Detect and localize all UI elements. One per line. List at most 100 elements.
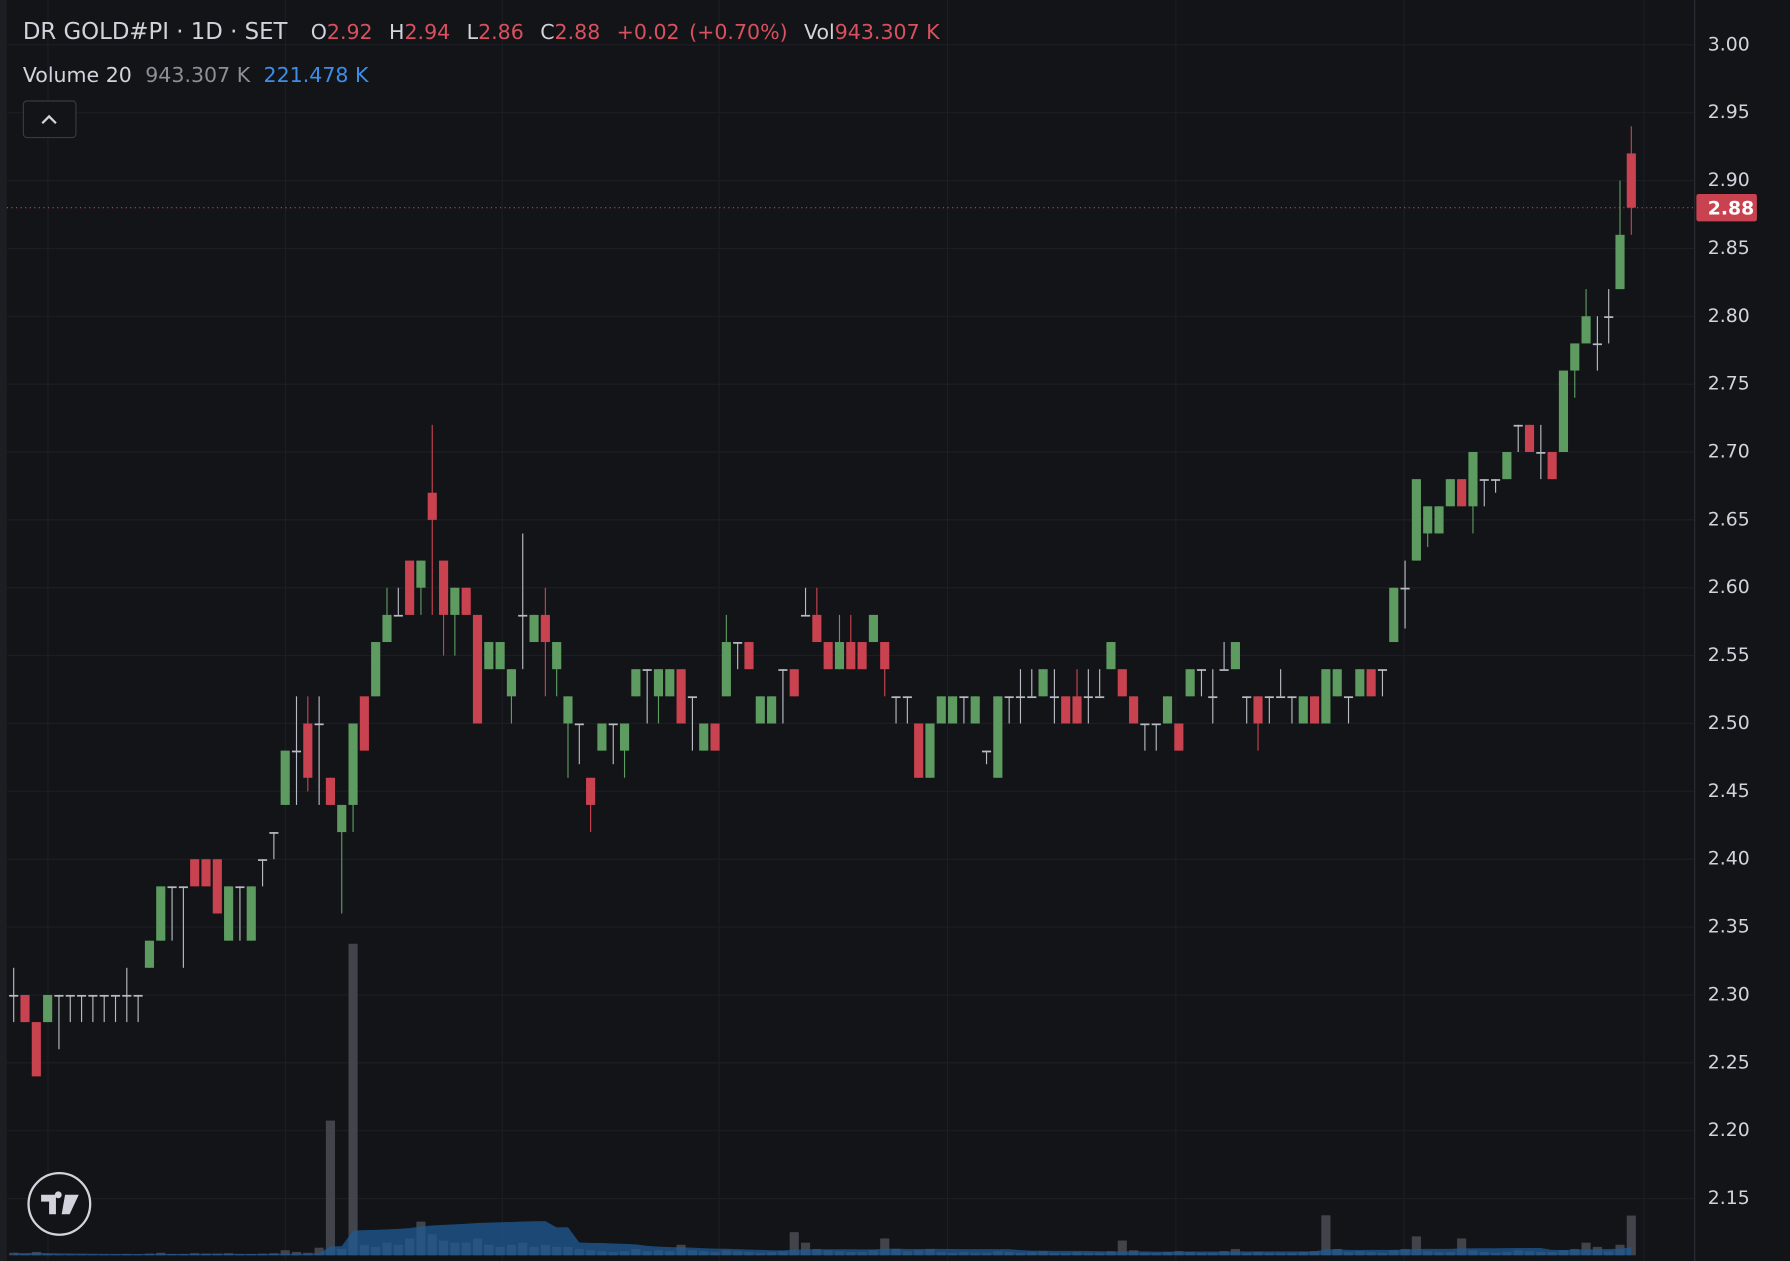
candle-body xyxy=(1570,343,1580,371)
candle-body xyxy=(699,723,709,751)
collapse-chevron xyxy=(41,114,57,125)
candle-body xyxy=(1366,669,1376,697)
candle-body xyxy=(43,994,53,1023)
tv-logo[interactable] xyxy=(27,1171,92,1236)
candle-body xyxy=(1547,452,1557,480)
volume-bar xyxy=(325,1120,336,1256)
candle-body xyxy=(1355,669,1365,697)
candle-body xyxy=(178,886,188,889)
candle-body xyxy=(382,614,392,643)
candle-body xyxy=(721,642,731,697)
collapse-button[interactable] xyxy=(22,100,77,139)
candle-body xyxy=(269,832,279,834)
volume-pane xyxy=(9,943,1636,1256)
change: +0.02 xyxy=(617,20,680,44)
candle-body xyxy=(371,642,381,697)
y-tick-label: 2.80 xyxy=(1708,306,1750,327)
h-label: H xyxy=(389,20,404,44)
y-tick-label: 2.20 xyxy=(1708,1120,1750,1141)
candle-body xyxy=(1491,479,1501,481)
candle-body xyxy=(246,886,256,941)
header-legend: DR GOLD#PI · 1D · SET O2.92 H2.94 L2.86 … xyxy=(23,19,940,45)
candle-body xyxy=(1411,479,1421,561)
candle-body xyxy=(981,750,992,753)
candle-body xyxy=(767,696,777,724)
candle-body xyxy=(563,696,573,724)
candle-body xyxy=(959,696,969,699)
candle-body xyxy=(1264,696,1274,699)
left-border xyxy=(0,0,7,1261)
candle-body xyxy=(438,560,449,615)
candle-body xyxy=(156,886,166,941)
candle-body xyxy=(303,723,313,778)
candle-body xyxy=(1558,370,1569,453)
candle-body xyxy=(1106,642,1116,670)
candle-body xyxy=(823,642,833,670)
candle-body xyxy=(224,886,234,941)
last-price-tag xyxy=(1696,193,1757,222)
candle-body xyxy=(608,723,618,726)
candle-body xyxy=(1445,479,1455,507)
y-tick-label: 2.60 xyxy=(1708,577,1750,598)
c-label: C xyxy=(540,20,554,44)
candle-body xyxy=(619,723,630,751)
volume-ma-value: 221.478 K xyxy=(264,63,369,87)
candle-body xyxy=(552,642,562,670)
volume-bar xyxy=(1321,1215,1331,1256)
candle-body xyxy=(77,994,87,997)
candle-body xyxy=(1230,642,1240,670)
price-axis: 2.15 2.20 2.25 2.30 2.35 2.40 2.45 2.50 2.55 2.60… xyxy=(1708,34,1750,1209)
candle-body xyxy=(257,859,268,861)
logo-circle[interactable] xyxy=(27,1171,92,1236)
candle-body xyxy=(1310,696,1320,724)
volume-study-value: 943.307 K xyxy=(145,63,250,87)
y-tick-label: 2.90 xyxy=(1708,170,1750,191)
volume-bar xyxy=(1117,1240,1127,1256)
y-tick-label: 2.95 xyxy=(1708,102,1750,123)
candle-body xyxy=(314,723,324,726)
change-pct: (+0.70%) xyxy=(689,20,787,44)
candle-body xyxy=(846,642,856,670)
candle-body xyxy=(733,642,743,644)
candle-body xyxy=(1434,506,1444,534)
candle-body xyxy=(212,859,222,914)
candle-body xyxy=(812,614,822,643)
candle-body xyxy=(450,587,460,615)
y-tick-label: 2.75 xyxy=(1708,374,1750,395)
candle-body xyxy=(190,859,200,887)
candle-body xyxy=(427,492,437,520)
candle-body xyxy=(1536,452,1546,454)
candle-body xyxy=(31,1022,41,1077)
candle-body xyxy=(1468,452,1478,507)
close-value: 2.88 xyxy=(555,20,601,44)
candle-body xyxy=(586,777,596,805)
y-tick-label: 3.00 xyxy=(1708,34,1750,55)
candle-body xyxy=(631,669,641,697)
candle-body xyxy=(1219,669,1229,671)
volume-bar xyxy=(1626,1215,1636,1256)
candle-body xyxy=(1321,669,1331,724)
open-value: 2.92 xyxy=(327,20,373,44)
candle-body xyxy=(1298,696,1308,724)
candle-body xyxy=(1604,316,1614,318)
candle-body xyxy=(970,696,980,724)
candle-body xyxy=(20,994,30,1023)
candle-body xyxy=(653,669,664,697)
candle-body xyxy=(642,669,652,671)
candle-body xyxy=(1581,316,1591,344)
candle-body xyxy=(348,723,358,805)
candle-body xyxy=(902,696,912,699)
candle-body xyxy=(167,886,177,889)
candle-body xyxy=(1129,696,1139,724)
candle-body xyxy=(337,804,347,833)
candle-body xyxy=(1253,696,1263,724)
candle-body xyxy=(110,994,121,997)
candle-body xyxy=(280,750,290,805)
candle-body xyxy=(291,750,302,753)
candle-body xyxy=(495,642,505,670)
collapse-button-box[interactable] xyxy=(22,100,77,139)
candle-body xyxy=(1524,424,1535,453)
candle-body xyxy=(9,994,19,997)
vol-label: Vol xyxy=(804,20,835,44)
volume-legend: Volume 20 943.307 K 221.478 K xyxy=(23,63,369,87)
